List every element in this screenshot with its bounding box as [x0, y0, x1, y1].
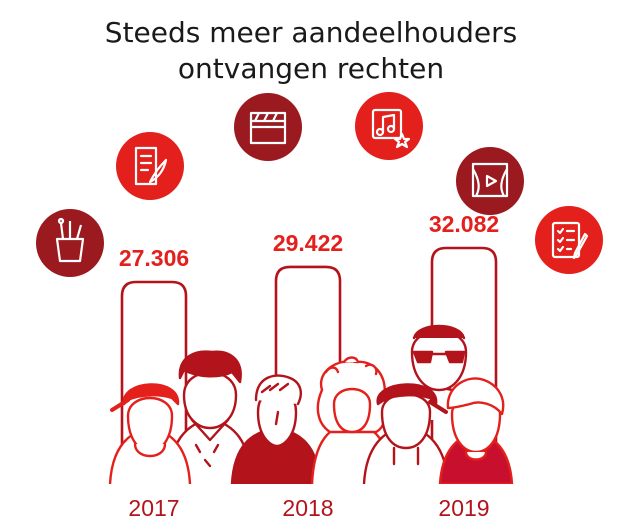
chart-title-line-1: Steeds meer aandeelhouders [105, 16, 517, 49]
value-label-2018: 29.422 [273, 230, 343, 256]
film-clapper-icon [234, 93, 302, 161]
category-label-2019: 2019 [438, 495, 489, 521]
bar-2018 [274, 265, 342, 484]
bar-2019 [430, 246, 498, 484]
art-supplies-icon [36, 209, 104, 277]
theater-stage-icon [456, 147, 524, 215]
bar-2017 [120, 280, 188, 484]
labels-group: 27.306 2017 29.422 2018 32.082 2019 [119, 211, 499, 521]
category-label-2018: 2018 [282, 495, 333, 521]
chart-title-line-2: ontvangen rechten [178, 52, 444, 85]
category-label-2017: 2017 [128, 495, 179, 521]
value-label-2017: 27.306 [119, 245, 189, 271]
bars-group [120, 246, 498, 484]
checklist-pencil-icon [535, 206, 603, 274]
music-star-icon [355, 92, 423, 160]
people-illustration [108, 324, 514, 484]
value-label-2019: 32.082 [429, 211, 499, 237]
writing-quill-icon [116, 132, 184, 200]
